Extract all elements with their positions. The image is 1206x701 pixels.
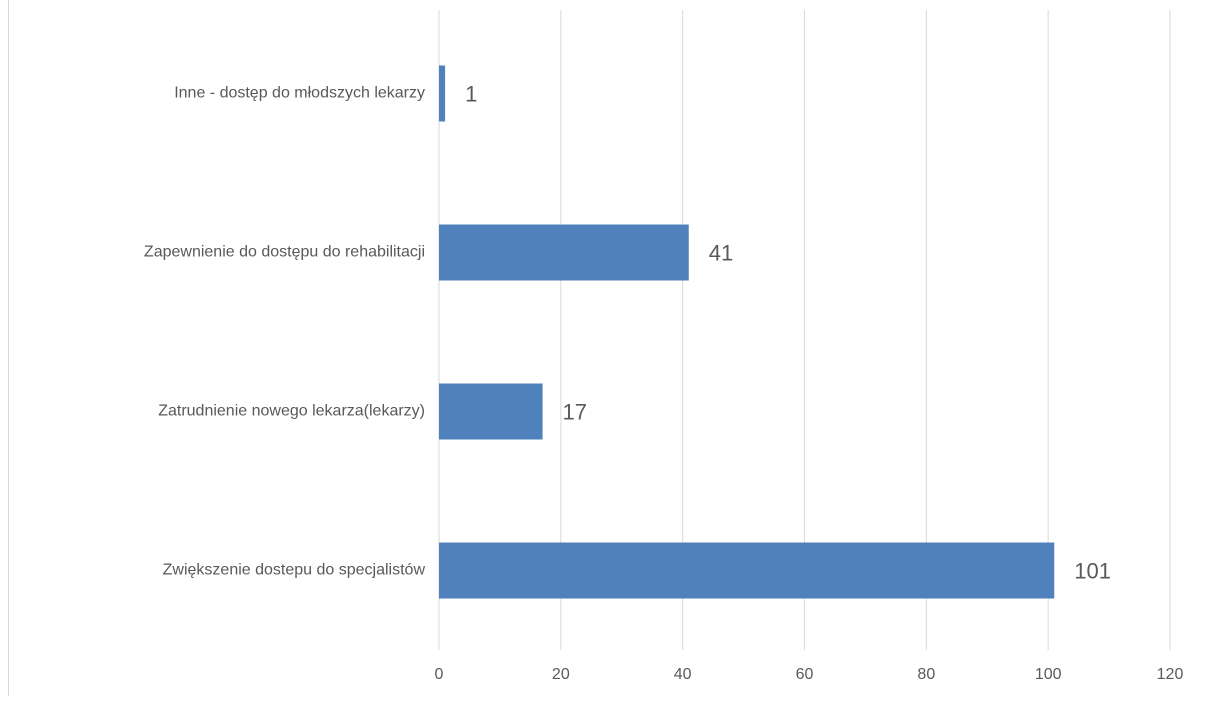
- x-tick-label: 20: [552, 666, 570, 683]
- bar: [439, 65, 446, 122]
- x-tick-label: 40: [674, 666, 692, 683]
- bar: [439, 224, 689, 281]
- bar: [439, 542, 1055, 599]
- y-tick-label: Zwiększenie dostepu do specjalistów: [163, 562, 426, 579]
- y-tick-label: Zapewnienie do dostępu do rehabilitacji: [144, 244, 425, 261]
- x-tick-label: 100: [1035, 666, 1062, 683]
- x-tick-label: 0: [435, 666, 444, 683]
- bar: [439, 383, 543, 440]
- x-tick-label: 120: [1157, 666, 1184, 683]
- x-tick-label: 60: [796, 666, 814, 683]
- value-label: 101: [1074, 558, 1111, 583]
- value-label: 41: [709, 240, 733, 265]
- value-label: 17: [563, 399, 587, 424]
- y-tick-label: Inne - dostęp do młodszych lekarzy: [174, 85, 425, 102]
- y-tick-label: Zatrudnienie nowego lekarza(lekarzy): [158, 403, 425, 420]
- value-label: 1: [465, 81, 477, 106]
- x-tick-label: 80: [917, 666, 935, 683]
